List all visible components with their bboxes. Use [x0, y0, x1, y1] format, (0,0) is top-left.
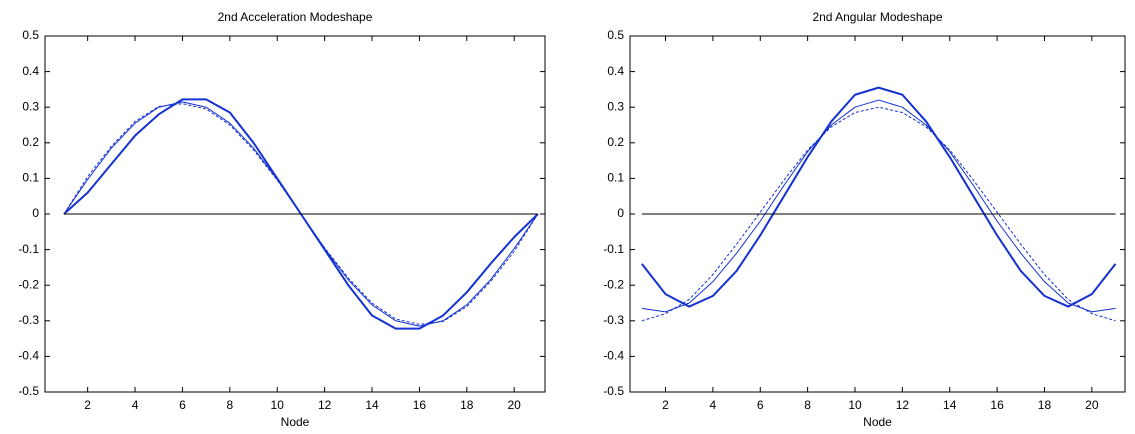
x-tick-label: 6: [757, 398, 764, 412]
y-tick-label: 0.4: [607, 64, 624, 78]
y-tick-label: -0.1: [18, 242, 39, 256]
x-tick-label: 10: [848, 398, 862, 412]
x-tick-label: 20: [1085, 398, 1099, 412]
chart-title: 2nd Acceleration Modeshape: [218, 10, 373, 24]
y-tick-label: -0.5: [603, 384, 624, 398]
y-tick-label: -0.2: [18, 277, 39, 291]
y-tick-label: -0.3: [603, 313, 624, 327]
y-tick-label: 0.1: [607, 171, 624, 185]
x-tick-label: 2: [662, 398, 669, 412]
x-tick-label: 4: [710, 398, 717, 412]
x-tick-label: 16: [413, 398, 427, 412]
x-tick-label: 14: [943, 398, 957, 412]
x-tick-label: 12: [318, 398, 332, 412]
x-tick-label: 18: [1038, 398, 1052, 412]
x-tick-label: 4: [132, 398, 139, 412]
x-tick-label: 20: [508, 398, 522, 412]
y-tick-label: 0.5: [607, 28, 624, 42]
series-line: [641, 106, 1116, 322]
x-tick-label: 8: [226, 398, 233, 412]
x-tick-label: 8: [804, 398, 811, 412]
y-tick-label: 0.4: [22, 64, 39, 78]
series-line: [641, 99, 1116, 313]
x-tick-label: 10: [271, 398, 285, 412]
x-axis-label: Node: [281, 415, 310, 429]
y-tick-label: 0: [617, 206, 624, 220]
y-tick-label: 0.3: [22, 99, 39, 113]
y-tick-label: 0.2: [22, 135, 39, 149]
x-tick-label: 16: [990, 398, 1004, 412]
y-tick-label: -0.4: [18, 349, 39, 363]
chart-title: 2nd Angular Modeshape: [812, 10, 942, 24]
y-tick-label: 0.5: [22, 28, 39, 42]
x-tick-label: 2: [84, 398, 91, 412]
x-tick-label: 14: [365, 398, 379, 412]
y-tick-label: -0.1: [603, 242, 624, 256]
y-tick-label: 0.1: [22, 171, 39, 185]
x-tick-label: 6: [179, 398, 186, 412]
series-line: [641, 86, 1117, 308]
x-axis-label: Node: [863, 415, 892, 429]
y-tick-label: -0.4: [603, 349, 624, 363]
y-tick-label: 0.2: [607, 135, 624, 149]
y-tick-label: 0.3: [607, 99, 624, 113]
y-tick-label: -0.5: [18, 384, 39, 398]
x-tick-label: 18: [460, 398, 474, 412]
y-tick-label: 0: [32, 206, 39, 220]
y-tick-label: -0.2: [603, 277, 624, 291]
y-tick-label: -0.3: [18, 313, 39, 327]
x-tick-label: 12: [896, 398, 910, 412]
